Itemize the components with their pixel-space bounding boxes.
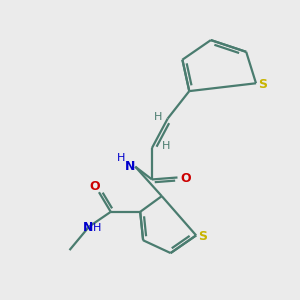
Text: N: N — [83, 221, 93, 234]
Text: O: O — [90, 180, 100, 193]
Text: N: N — [125, 160, 136, 173]
Text: H: H — [93, 223, 101, 232]
Text: S: S — [199, 230, 208, 243]
Text: H: H — [161, 141, 170, 151]
Text: H: H — [117, 153, 126, 163]
Text: O: O — [180, 172, 190, 185]
Text: S: S — [258, 78, 267, 91]
Text: H: H — [154, 112, 162, 122]
